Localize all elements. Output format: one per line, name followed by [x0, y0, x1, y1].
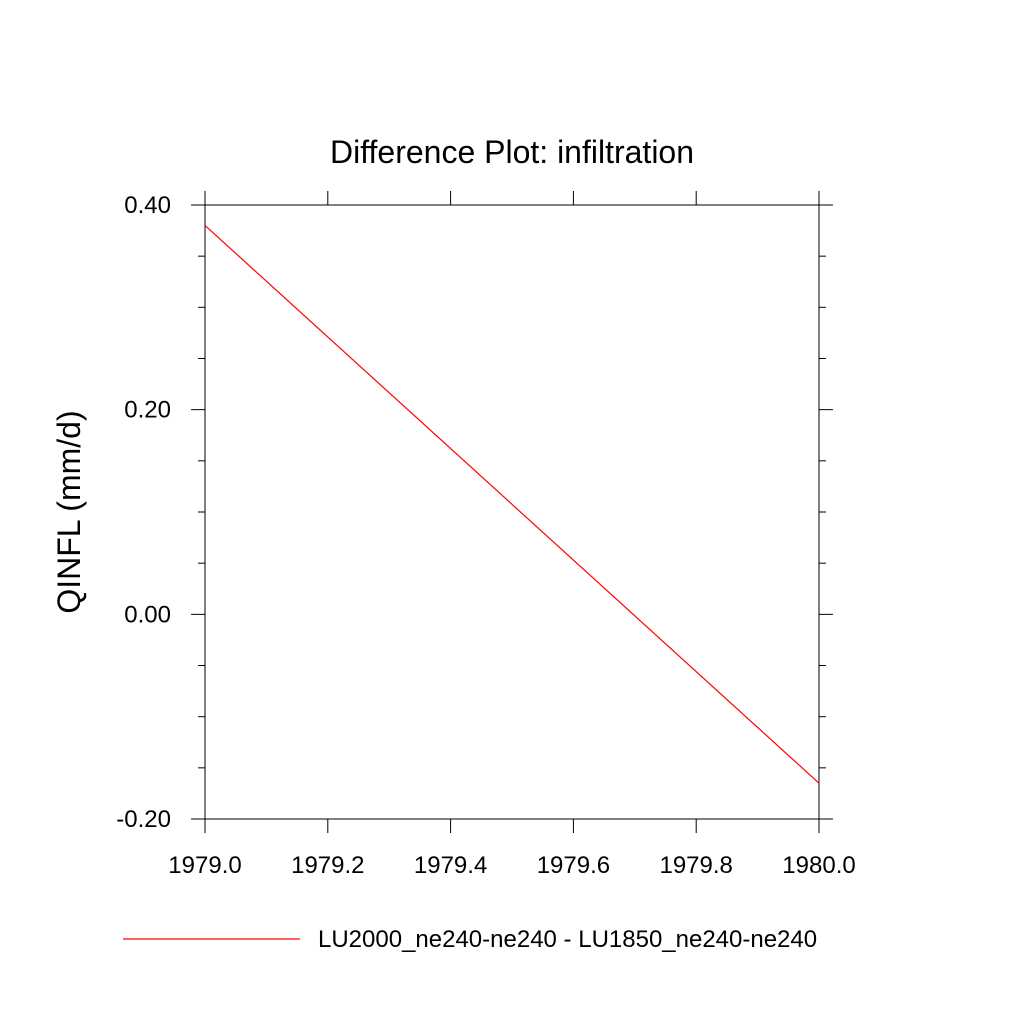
plot-frame	[204, 204, 820, 820]
x-tick-label: 1979.2	[291, 852, 364, 879]
series-line	[204, 225, 820, 784]
y-tick-label: 0.40	[124, 192, 171, 219]
x-tick-label: 1979.8	[659, 852, 732, 879]
x-tick-label: 1979.0	[168, 852, 241, 879]
legend: LU2000_ne240-ne240 - LU1850_ne240-ne240	[123, 926, 817, 953]
x-tick-label: 1979.4	[414, 852, 487, 879]
y-axis: -0.20 0.00 0.20 0.40	[116, 192, 833, 833]
y-tick-label: 0.00	[124, 601, 171, 628]
plot-border	[204, 204, 820, 820]
x-tick-label: 1979.6	[537, 852, 610, 879]
y-axis-label: QINFL (mm/d)	[51, 410, 87, 613]
x-tick-label: 1980.0	[782, 852, 855, 879]
x-axis: 1979.0 1979.2 1979.4 1979.6 1979.8 1980.0	[168, 191, 856, 879]
series-layer	[204, 225, 820, 784]
legend-label: LU2000_ne240-ne240 - LU1850_ne240-ne240	[318, 926, 817, 953]
y-tick-label: 0.20	[124, 397, 171, 424]
chart-title: Difference Plot: infiltration	[330, 134, 694, 170]
y-tick-label: -0.20	[116, 806, 171, 833]
